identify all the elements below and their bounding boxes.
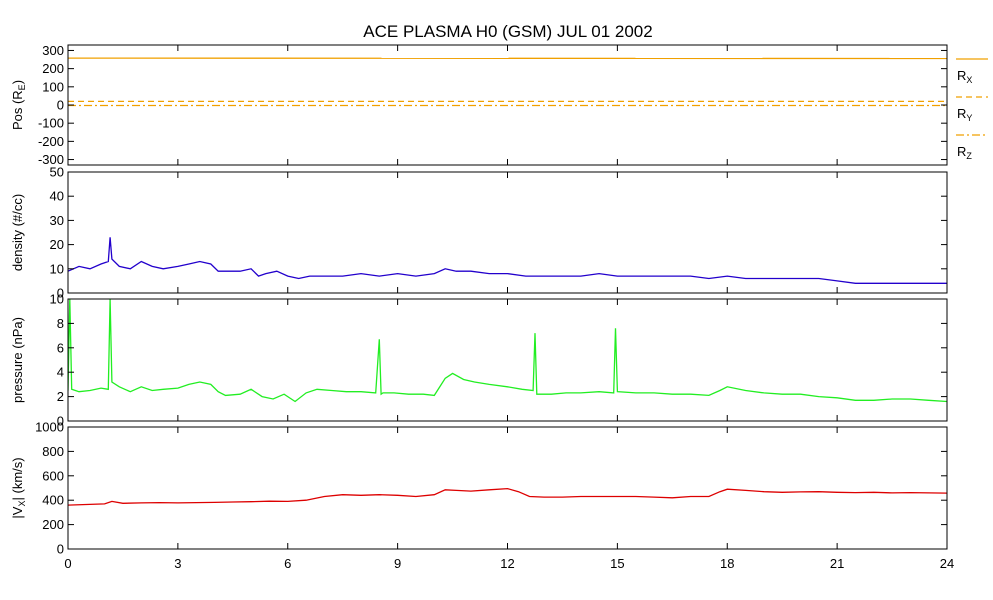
y-tick-label-pos: 0 (57, 98, 64, 113)
legend-pos: RX RY RZ (956, 58, 988, 161)
y-tick-label-vx: 1000 (35, 420, 64, 435)
y-tick-label-pos: -200 (38, 134, 64, 149)
y-axis-label-pos: Pos (RE) (10, 80, 27, 130)
series-line-pressure-0 (68, 299, 947, 403)
y-tick-label-pressure: 10 (50, 292, 64, 307)
y-tick-label-density: 50 (50, 165, 64, 180)
y-tick-label-vx: 0 (57, 542, 64, 557)
y-tick-label-pressure: 8 (57, 316, 64, 331)
x-tick-label: 18 (720, 556, 734, 571)
x-tick-label: 0 (64, 556, 71, 571)
y-tick-label-pressure: 0 (57, 414, 64, 429)
panel-pos: 300 200 100 0 -100 -200 -300 Pos (RE) RX RY RZ (10, 43, 988, 167)
series-line-density-0 (68, 237, 947, 284)
chart-title: ACE PLASMA H0 (GSM) JUL 01 2002 (363, 22, 652, 41)
y-axis-label-pressure: pressure (nPa) (10, 317, 25, 403)
panel-frame-pressure (67, 298, 948, 422)
y-tick-label-pressure: 6 (57, 340, 64, 355)
x-axis: 0 3 6 9 12 15 18 21 24 (64, 556, 954, 571)
x-tick-label: 24 (940, 556, 954, 571)
panel-vx: 1000 800 600 400 200 0 |VX| (km/s) (10, 420, 948, 557)
y-tick-label-pos: 200 (42, 61, 64, 76)
y-axis-label-density: density (#/cc) (10, 194, 25, 271)
panel-frame-density (67, 171, 948, 294)
x-tick-label: 15 (610, 556, 624, 571)
x-tick-label: 6 (284, 556, 291, 571)
y-tick-label-vx: 400 (42, 493, 64, 508)
y-tick-label-vx: 600 (42, 468, 64, 483)
y-tick-label-pos: 100 (42, 79, 64, 94)
y-tick-label-pos: -100 (38, 116, 64, 131)
y-tick-label-pos: -300 (38, 152, 64, 167)
y-tick-label-density: 10 (50, 261, 64, 276)
x-tick-label: 12 (500, 556, 514, 571)
panel-density: 50 40 30 20 10 0 density (#/cc) (10, 165, 948, 301)
x-tick-label: 9 (394, 556, 401, 571)
y-tick-label-density: 40 (50, 189, 64, 204)
y-tick-label-pressure: 4 (57, 365, 64, 380)
y-axis-label-vx: |VX| (km/s) (10, 457, 27, 518)
legend-label: RZ (957, 144, 972, 161)
series-line-vx-0 (68, 487, 947, 506)
legend-label: RY (957, 106, 972, 123)
y-tick-label-vx: 800 (42, 444, 64, 459)
panel-pressure: 10 8 6 4 2 0 pressure (nPa) (10, 292, 948, 429)
y-tick-label-density: 20 (50, 237, 64, 252)
x-tick-label: 3 (174, 556, 181, 571)
legend-label: RX (957, 68, 972, 85)
y-tick-label-density: 0 (57, 286, 64, 301)
y-tick-label-vx: 200 (42, 517, 64, 532)
y-tick-label-pos: 300 (42, 43, 64, 58)
x-tick-label: 21 (830, 556, 844, 571)
y-tick-label-pressure: 2 (57, 389, 64, 404)
y-tick-label-density: 30 (50, 213, 64, 228)
